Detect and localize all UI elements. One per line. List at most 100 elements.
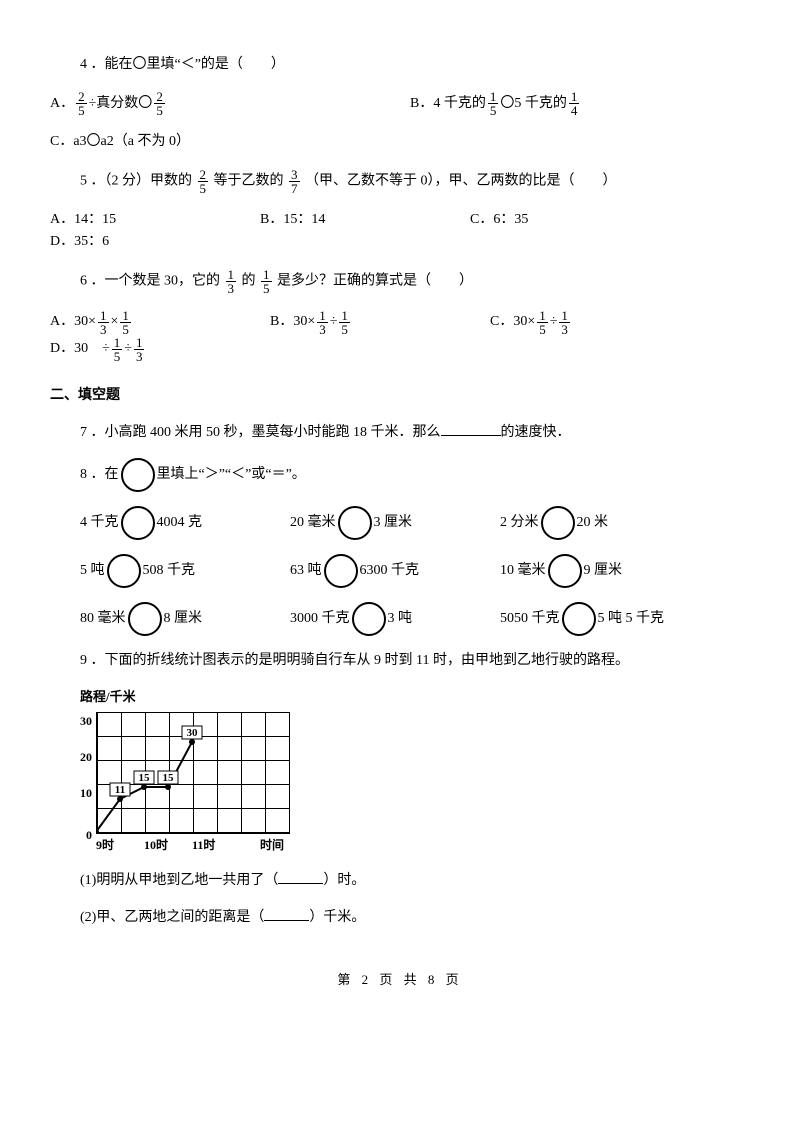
compare-right: 508 千克	[143, 560, 196, 582]
y-axis-label: 路程/千米	[80, 687, 750, 708]
q5-mid: 等于乙数的	[214, 174, 284, 189]
q8-rows: 4 千克4004 克20 毫米 3 厘米 2 分米 20 米 5 吨 508 千克 63 吨…	[50, 506, 750, 636]
circle-icon	[352, 602, 386, 636]
fraction: 25	[198, 168, 209, 195]
compare-right: 9 厘米	[584, 560, 623, 582]
fraction: 13	[317, 309, 328, 336]
q5-post: （甲、乙数不等于 0），甲、乙两数的比是（ ）	[305, 174, 617, 189]
xtick: 时间	[260, 836, 284, 855]
q9-sub1-pre: (1)明明从甲地到乙地一共用了（	[80, 873, 278, 888]
q6-mid: 的	[242, 273, 256, 288]
fraction: 15	[488, 90, 499, 117]
xtick: 9时	[96, 836, 144, 855]
section-2-title: 二、填空题	[50, 385, 750, 407]
q9-sub1: (1)明明从甲地到乙地一共用了（ ）时。	[80, 869, 750, 892]
q4-option-a: A． 25 ÷真分数〇 25	[50, 90, 410, 117]
fraction: 13	[134, 336, 145, 363]
q5-pre: 5 ．（2 分）甲数的	[80, 174, 192, 189]
fraction: 15	[261, 268, 272, 295]
ytick: 30	[80, 712, 92, 731]
compare-right: 3 厘米	[374, 512, 413, 534]
q4-option-b: B．4 千克的 15 〇5 千克的 14	[410, 90, 581, 117]
fraction: 15	[339, 309, 350, 336]
fraction: 13	[98, 309, 109, 336]
compare-right: 5 吨 5 千克	[598, 608, 665, 630]
compare-item: 3000 千克 3 吨	[290, 602, 500, 636]
circle-icon	[128, 602, 162, 636]
question-4: 4 ．能在〇里填“＜”的是（ ）	[80, 54, 750, 76]
y-ticks: 30 20 10 0	[80, 712, 92, 840]
blank	[441, 421, 501, 436]
compare-right: 6300 千克	[360, 560, 420, 582]
compare-left: 2 分米	[500, 512, 539, 534]
question-8: 8 ．在里填上“＞”“＜”或“＝”。	[80, 458, 750, 492]
q5-option-d: D．35：6	[50, 231, 109, 253]
page-footer: 第 2 页 共 8 页	[50, 970, 750, 991]
xtick: 11时	[192, 836, 240, 855]
compare-left: 3000 千克	[290, 608, 350, 630]
q5-option-a: A．14：15	[50, 209, 210, 231]
fraction: 15	[120, 309, 131, 336]
q9-sub2-pre: (2)甲、乙两地之间的距离是（	[80, 910, 264, 925]
q6-option-b: B．30× 13 ÷ 15	[270, 309, 440, 336]
blank	[264, 906, 309, 921]
chart-grid	[96, 712, 290, 834]
fraction: 25	[154, 90, 165, 117]
q6-options: A．30× 13 × 15 B．30× 13 ÷ 15 C．30× 15 ÷ 1…	[50, 309, 750, 363]
fraction: 14	[569, 90, 580, 117]
compare-item: 5050 千克 5 吨 5 千克	[500, 602, 710, 636]
fraction: 15	[112, 336, 123, 363]
circle-icon	[107, 554, 141, 588]
circle-icon	[541, 506, 575, 540]
fraction: 37	[289, 168, 300, 195]
circle-icon	[324, 554, 358, 588]
chart-grid-wrap: 11151530 9时 10时 11时 时间	[96, 712, 290, 855]
compare-item: 2 分米 20 米	[500, 506, 710, 540]
q4-option-c: C．a3〇a2（a 不为 0）	[50, 131, 750, 153]
question-5: 5 ．（2 分）甲数的 25 等于乙数的 37 （甲、乙数不等于 0），甲、乙两…	[80, 168, 750, 195]
compare-left: 80 毫米	[80, 608, 126, 630]
q4b-pre: B．4 千克的	[410, 93, 486, 115]
q9-sub2-post: ）千米。	[309, 910, 365, 925]
circle-icon	[338, 506, 372, 540]
compare-item: 63 吨 6300 千克	[290, 554, 500, 588]
q4a-pre: A．	[50, 93, 74, 115]
compare-left: 5050 千克	[500, 608, 560, 630]
compare-right: 20 米	[577, 512, 609, 534]
compare-item: 5 吨 508 千克	[80, 554, 290, 588]
q4a-mid: ÷真分数〇	[89, 93, 153, 115]
q8-head-post: 里填上“＞”“＜”或“＝”。	[157, 468, 306, 483]
compare-item: 10 毫米9 厘米	[500, 554, 710, 588]
q7-pre: 7 ．小高跑 400 米用 50 秒，墨莫每小时能跑 18 千米．那么	[80, 425, 441, 440]
compare-left: 20 毫米	[290, 512, 336, 534]
ytick: 10	[80, 784, 92, 803]
q5-option-c: C．6：35	[470, 209, 630, 231]
question-7: 7 ．小高跑 400 米用 50 秒，墨莫每小时能跑 18 千米．那么 的速度快．	[80, 421, 750, 444]
compare-item: 80 毫米 8 厘米	[80, 602, 290, 636]
ytick: 0	[80, 826, 92, 845]
q6-post: 是多少？正确的算式是（ ）	[277, 273, 473, 288]
fraction: 15	[537, 309, 548, 336]
q9-sub2: (2)甲、乙两地之间的距离是（ ）千米。	[80, 906, 750, 929]
q7-post: 的速度快．	[501, 425, 571, 440]
line-chart: 路程/千米 30 20 10 0 11151530 9时 10时 11时 时间	[80, 687, 750, 855]
circle-icon	[121, 506, 155, 540]
compare-left: 63 吨	[290, 560, 322, 582]
compare-item: 4 千克4004 克	[80, 506, 290, 540]
compare-right: 8 厘米	[164, 608, 203, 630]
compare-row: 80 毫米 8 厘米 3000 千克 3 吨 5050 千克 5 吨 5 千克	[80, 602, 750, 636]
circle-icon	[548, 554, 582, 588]
compare-left: 4 千克	[80, 512, 119, 534]
fraction: 13	[226, 268, 237, 295]
q5-options: A．14：15 B．15：14 C．6：35 D．35：6	[50, 209, 750, 254]
compare-left: 5 吨	[80, 560, 105, 582]
q6-pre: 6 ．一个数是 30，它的	[80, 273, 220, 288]
q4c-text: C．a3〇a2（a 不为 0）	[50, 134, 190, 149]
x-ticks: 9时 10时 11时 时间	[96, 836, 290, 855]
q9-sub1-post: ）时。	[323, 873, 365, 888]
fraction: 13	[559, 309, 570, 336]
compare-right: 3 吨	[388, 608, 413, 630]
q6-option-c: C．30× 15 ÷ 13	[490, 309, 660, 336]
q4-text: 4 ．能在〇里填“＜”的是（ ）	[80, 57, 285, 72]
q5-option-b: B．15：14	[260, 209, 420, 231]
